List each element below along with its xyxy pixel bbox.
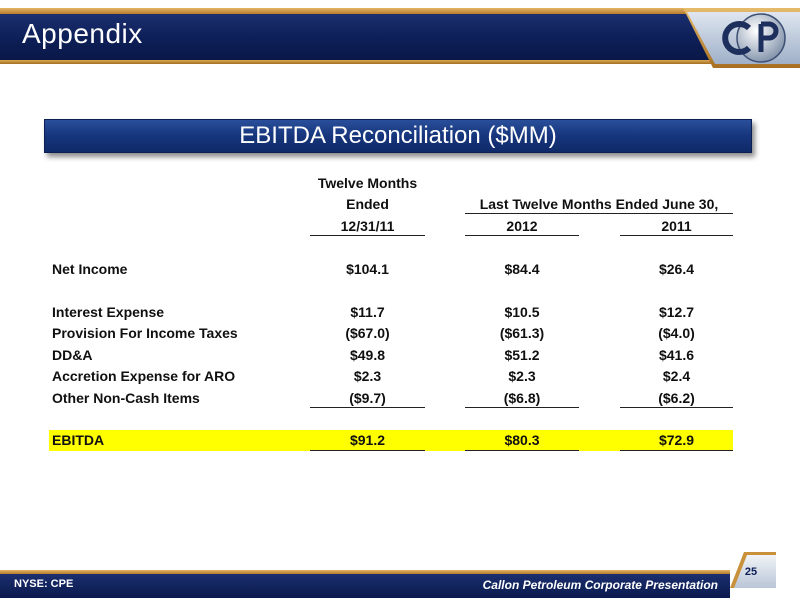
col1-header-line2: Ended bbox=[346, 196, 389, 212]
group-header-underline bbox=[465, 213, 733, 214]
row-value: $104.1 bbox=[346, 261, 389, 277]
col2-header: 2012 bbox=[506, 218, 538, 234]
company-logo-icon bbox=[683, 8, 800, 68]
total-underline bbox=[465, 450, 579, 451]
col3-header-underline bbox=[620, 235, 733, 236]
total-underline bbox=[310, 450, 425, 451]
total-underline bbox=[620, 450, 733, 451]
row-label-provision-income-taxes: Provision For Income Taxes bbox=[52, 325, 238, 341]
row-value: ($6.2) bbox=[658, 390, 695, 406]
footer-bar bbox=[0, 574, 730, 598]
row-value: $2.4 bbox=[662, 368, 691, 384]
col1-header-underline bbox=[310, 235, 425, 236]
row-label-net-income: Net Income bbox=[52, 261, 128, 277]
row-value: $80.3 bbox=[504, 432, 540, 448]
col1-header-line3: 12/31/11 bbox=[340, 218, 395, 234]
subtotal-underline bbox=[310, 407, 425, 408]
row-value: $11.7 bbox=[350, 304, 385, 320]
col2-header-underline bbox=[465, 235, 579, 236]
ebitda-row-highlight bbox=[49, 430, 733, 451]
footer-ticker: NYSE: CPE bbox=[14, 578, 74, 590]
row-label-other-non-cash: Other Non-Cash Items bbox=[52, 390, 200, 406]
row-value: ($67.0) bbox=[345, 325, 390, 341]
row-label-dda: DD&A bbox=[52, 347, 93, 363]
table-title: EBITDA Reconciliation ($MM) bbox=[239, 122, 557, 149]
row-value: $41.6 bbox=[658, 347, 695, 363]
page-number: 25 bbox=[744, 566, 758, 578]
page-number-badge-icon bbox=[730, 552, 776, 588]
row-label-interest-expense: Interest Expense bbox=[52, 304, 165, 320]
row-value: $10.5 bbox=[504, 304, 540, 320]
page-title: Appendix bbox=[22, 18, 143, 49]
row-value: $84.4 bbox=[504, 261, 540, 277]
row-value: ($61.3) bbox=[499, 325, 545, 341]
row-value: $49.8 bbox=[349, 347, 386, 363]
subtotal-underline bbox=[620, 407, 733, 408]
row-value: $2.3 bbox=[353, 368, 382, 384]
col3-header: 2011 bbox=[661, 218, 692, 234]
group-header: Last Twelve Months Ended June 30, bbox=[479, 196, 719, 212]
header: Appendix bbox=[0, 0, 800, 70]
header-gold-stripe bbox=[0, 8, 720, 14]
row-value: $12.7 bbox=[658, 304, 695, 320]
footer: NYSE: CPE Callon Petroleum Corporate Pre… bbox=[0, 568, 800, 600]
row-value: ($4.0) bbox=[658, 325, 695, 341]
subtotal-underline bbox=[465, 407, 579, 408]
footer-presentation-title: Callon Petroleum Corporate Presentation bbox=[482, 578, 718, 592]
row-value: $72.9 bbox=[658, 432, 695, 448]
row-value: ($6.8) bbox=[503, 390, 541, 406]
col1-header-line1: Twelve Months bbox=[317, 175, 418, 191]
footer-gold-stripe bbox=[0, 570, 730, 574]
table-title-banner: EBITDA Reconciliation ($MM) bbox=[44, 119, 752, 153]
row-value: $2.3 bbox=[508, 368, 536, 384]
row-value: ($9.7) bbox=[349, 390, 386, 406]
row-value: $91.2 bbox=[349, 432, 386, 448]
header-gold-stripe-bottom bbox=[0, 60, 720, 64]
row-value: $26.4 bbox=[658, 261, 695, 277]
row-value: $51.2 bbox=[504, 347, 540, 363]
row-label-accretion-expense: Accretion Expense for ARO bbox=[52, 368, 236, 384]
row-label-ebitda: EBITDA bbox=[52, 432, 105, 448]
header-bar bbox=[0, 14, 720, 60]
